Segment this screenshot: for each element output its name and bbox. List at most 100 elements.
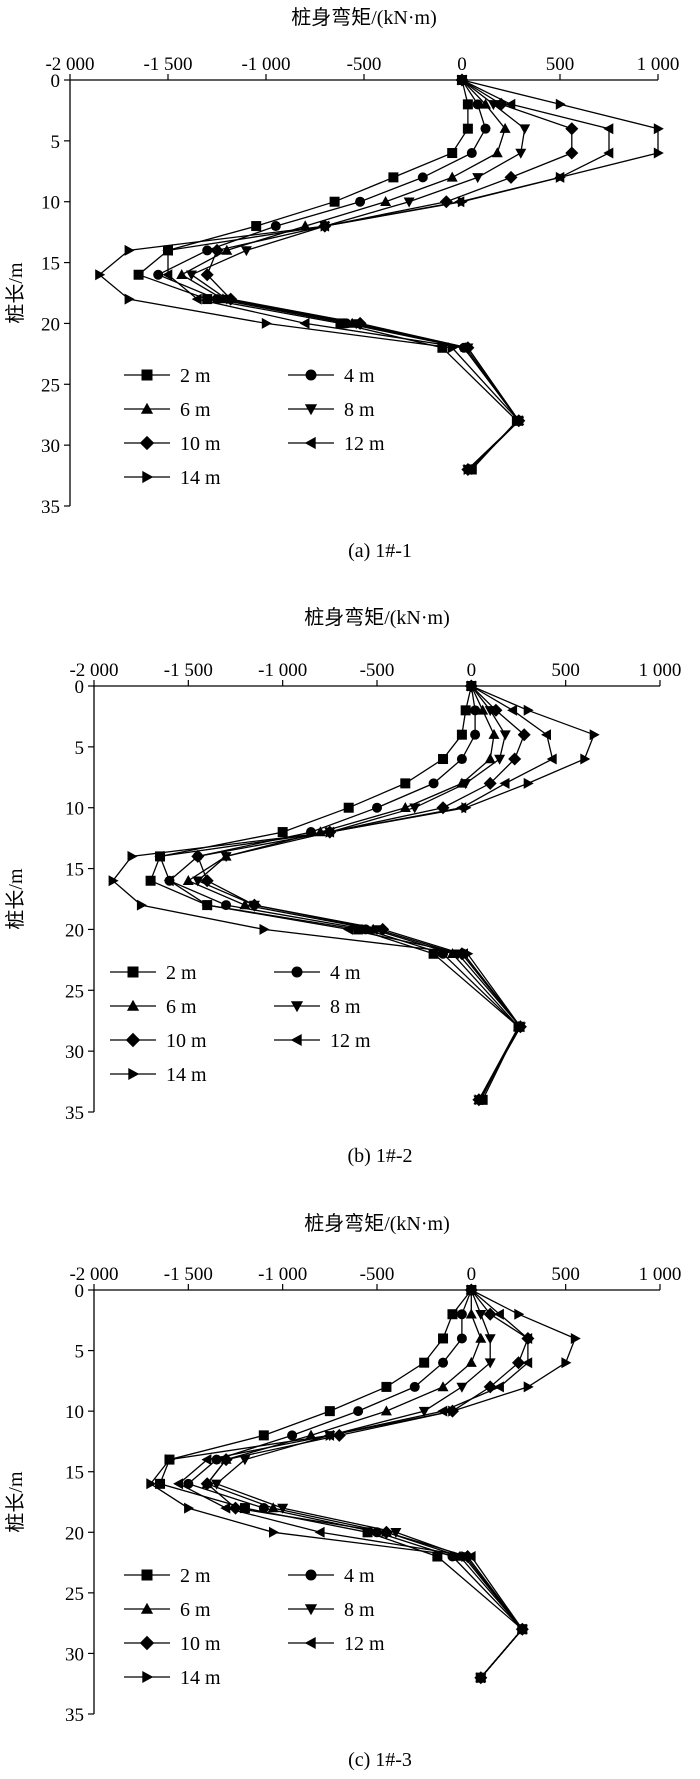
data-point <box>400 778 411 789</box>
data-point <box>447 148 458 159</box>
y-tick-label: 30 <box>41 436 60 457</box>
legend: 2 m 4 m 6 m 8 m 10 m 12 m 14 m <box>124 1565 385 1689</box>
x-tick-label: 0 <box>467 1264 477 1285</box>
data-point <box>124 244 135 256</box>
data-point <box>448 1405 459 1417</box>
x-tick-label: -500 <box>360 660 395 681</box>
legend-label: 2 m <box>166 962 197 984</box>
data-point <box>483 776 497 790</box>
data-point <box>372 802 382 813</box>
legend-label: 10 m <box>180 1633 221 1655</box>
data-point <box>136 899 147 911</box>
series-line <box>177 1289 529 1679</box>
data-point <box>329 196 340 207</box>
data-point <box>504 170 518 184</box>
series-6m <box>201 1284 528 1682</box>
data-point <box>465 1308 477 1319</box>
x-axis-title: 桩身弯矩/(kN·m) <box>304 606 450 629</box>
legend-label: 4 m <box>330 962 361 984</box>
legend-marker <box>140 402 154 414</box>
data-point <box>325 1429 336 1441</box>
data-point <box>522 1333 533 1344</box>
data-point <box>182 875 194 885</box>
chart-panel-b: -2 000 -1 500 -1 000 -500 0 500 1 000 0 5 10 15 20 2… <box>4 606 681 1124</box>
legend-label: 14 m <box>180 1667 221 1689</box>
x-tick-label: -1 000 <box>258 660 307 681</box>
data-point <box>343 802 354 813</box>
y-tick-label: 5 <box>75 1342 85 1363</box>
data-point <box>565 122 579 136</box>
data-point <box>388 172 399 183</box>
data-point <box>499 730 511 741</box>
data-point <box>201 1454 212 1466</box>
x-tick-label: -500 <box>347 54 382 75</box>
series-12m <box>162 74 614 475</box>
data-point <box>555 171 566 183</box>
y-tick-label: 25 <box>65 981 84 1002</box>
data-point <box>201 899 212 911</box>
data-point <box>220 1502 231 1514</box>
y-tick-label: 0 <box>75 677 85 698</box>
x-tick-label: 0 <box>457 54 467 75</box>
data-point <box>523 1381 534 1393</box>
data-point <box>381 1381 392 1392</box>
data-point <box>494 754 506 765</box>
data-point <box>565 146 579 160</box>
data-point <box>343 923 353 935</box>
data-point <box>353 1406 364 1417</box>
data-point <box>466 148 477 159</box>
legend-label: 12 m <box>330 1030 371 1052</box>
data-point <box>438 1357 449 1368</box>
legend-marker <box>140 1602 154 1614</box>
x-tick-label: -1 500 <box>143 54 192 75</box>
data-point <box>457 196 468 208</box>
data-point <box>460 705 471 716</box>
data-point <box>522 1357 533 1369</box>
data-point <box>541 729 551 741</box>
legend-marker <box>125 1032 141 1048</box>
data-point <box>409 803 421 814</box>
data-point <box>355 196 366 207</box>
data-point <box>483 1307 497 1321</box>
data-point <box>127 850 138 862</box>
y-tick-label: 25 <box>41 375 60 396</box>
data-point <box>305 1429 317 1440</box>
data-point <box>239 1503 250 1514</box>
data-point <box>108 875 119 887</box>
y-tick-label: 0 <box>75 1281 85 1302</box>
data-point <box>561 1357 572 1369</box>
data-point <box>555 98 566 110</box>
x-tick-label: -2 000 <box>45 54 94 75</box>
data-point <box>176 269 188 279</box>
data-point <box>465 1356 477 1367</box>
legend-marker <box>304 1637 316 1649</box>
y-tick-label: 15 <box>65 1463 84 1484</box>
x-tick-label: -2 000 <box>69 660 118 681</box>
data-point <box>470 729 481 740</box>
data-point <box>335 318 346 329</box>
series-14m <box>146 1284 581 1684</box>
data-point <box>589 729 600 741</box>
y-tick-label: 20 <box>41 314 60 335</box>
data-point <box>261 317 272 329</box>
data-point <box>515 148 527 159</box>
data-point <box>505 98 516 110</box>
data-point <box>456 729 467 740</box>
data-point <box>173 1478 184 1490</box>
data-point <box>491 147 503 158</box>
data-point <box>437 1405 448 1417</box>
data-point <box>390 1528 402 1538</box>
data-point <box>499 122 511 133</box>
legend-label: 8 m <box>330 996 361 1018</box>
series-line <box>149 1289 576 1679</box>
data-point <box>314 1526 325 1538</box>
data-point <box>546 753 557 765</box>
data-point <box>320 220 331 232</box>
data-point <box>484 1334 496 1345</box>
series-14m <box>95 74 664 475</box>
data-point <box>380 1405 392 1416</box>
data-point <box>145 875 156 886</box>
legend-marker <box>304 1604 318 1616</box>
data-point <box>462 99 473 110</box>
